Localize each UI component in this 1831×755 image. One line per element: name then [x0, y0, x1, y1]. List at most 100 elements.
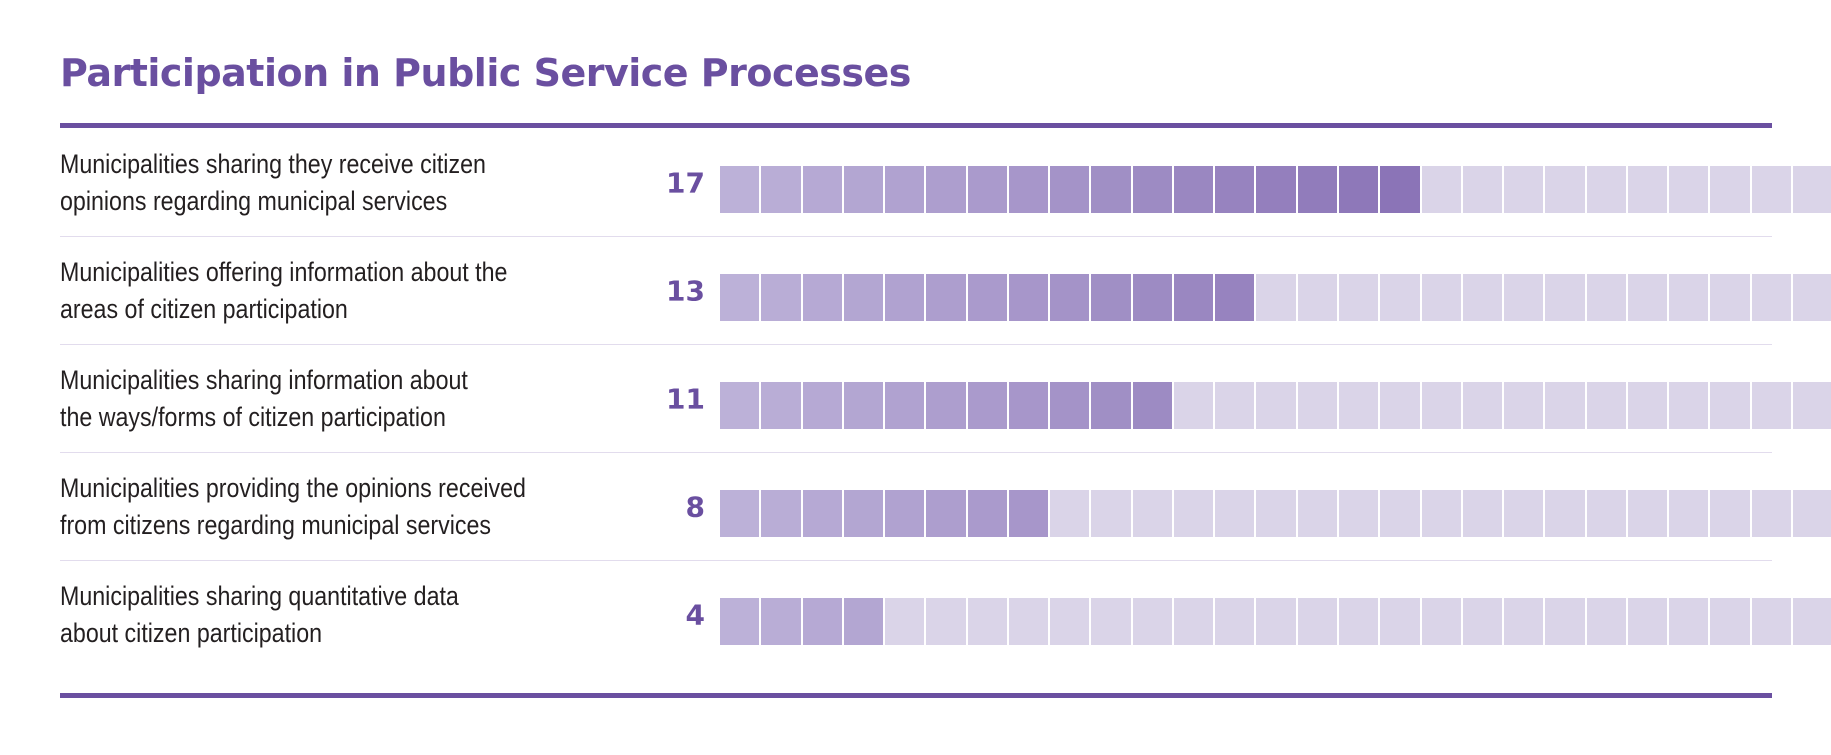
bar-unit-empty [1751, 274, 1793, 321]
chart-row: Municipalities sharing they receive citi… [60, 129, 1831, 237]
category-label-line: Municipalities sharing they receive citi… [60, 149, 486, 179]
value-label: 13 [666, 274, 705, 308]
bar-unit-empty [1421, 166, 1463, 213]
category-label-line: the ways/forms of citizen participation [60, 402, 446, 432]
bar-unit-filled [802, 490, 844, 537]
bar-unit-empty [1504, 166, 1546, 213]
bar-unit-filled [885, 490, 927, 537]
top-rule [60, 123, 1772, 128]
value-label: 4 [685, 598, 705, 632]
bar-unit-filled [1380, 166, 1422, 213]
waffle-bar [720, 382, 1831, 429]
bar-unit-empty [1132, 598, 1174, 645]
bar-unit-filled [843, 166, 886, 213]
chart-row: Municipalities sharing information about… [60, 345, 1831, 453]
bar-unit-empty [1380, 490, 1422, 537]
category-label-line: opinions regarding municipal services [60, 186, 448, 216]
row-divider [60, 344, 1772, 345]
bar-unit-empty [1545, 166, 1587, 213]
bar-unit-filled [802, 382, 844, 429]
bar-unit-empty [1380, 598, 1422, 645]
bar-unit-empty [1710, 598, 1752, 645]
bar-unit-empty [1504, 490, 1546, 537]
waffle-bar [720, 166, 1831, 213]
category-label-line: about citizen participation [60, 618, 323, 648]
bar-unit-filled [1297, 166, 1339, 213]
bar-unit-filled [1008, 274, 1051, 321]
bar-unit-empty [1091, 490, 1133, 537]
bar-unit-empty [1462, 490, 1505, 537]
bar-unit-filled [843, 274, 886, 321]
bar-unit-filled [720, 490, 762, 537]
bar-unit-filled [1050, 274, 1092, 321]
bar-unit-empty [1380, 382, 1422, 429]
chart-row: Municipalities sharing quantitative data… [60, 561, 1831, 669]
bar-unit-empty [1710, 166, 1752, 213]
chart-row: Municipalities providing the opinions re… [60, 453, 1831, 561]
bar-unit-empty [1792, 382, 1831, 429]
bar-unit-empty [1669, 166, 1711, 213]
bar-unit-filled [802, 598, 844, 645]
bar-unit-filled [1050, 382, 1092, 429]
bar-unit-filled [720, 598, 762, 645]
bar-unit-empty [1297, 598, 1339, 645]
bar-unit-filled [720, 274, 762, 321]
bar-unit-empty [1545, 274, 1587, 321]
bar-unit-empty [1462, 274, 1505, 321]
bar-unit-empty [1297, 490, 1339, 537]
bar-unit-empty [1338, 382, 1381, 429]
category-label-line: from citizens regarding municipal servic… [60, 510, 492, 540]
bar-unit-empty [1792, 274, 1831, 321]
bar-unit-empty [926, 598, 968, 645]
waffle-bar [720, 490, 1831, 537]
bar-unit-empty [1586, 598, 1628, 645]
bar-unit-empty [1627, 166, 1670, 213]
bar-unit-empty [1215, 382, 1257, 429]
bar-unit-empty [1091, 598, 1133, 645]
bar-unit-filled [1132, 382, 1174, 429]
bar-unit-filled [967, 166, 1009, 213]
bar-unit-empty [1669, 382, 1711, 429]
bar-unit-empty [1710, 274, 1752, 321]
bar-unit-filled [761, 598, 803, 645]
category-label-line: Municipalities providing the opinions re… [60, 473, 526, 503]
bar-unit-filled [1338, 166, 1381, 213]
bar-unit-filled [843, 598, 886, 645]
bar-unit-empty [1173, 382, 1216, 429]
bar-unit-filled [1132, 274, 1174, 321]
bar-unit-empty [1380, 274, 1422, 321]
category-label: Municipalities sharing information about… [60, 362, 620, 436]
waffle-bar [720, 274, 1831, 321]
bar-unit-empty [1297, 382, 1339, 429]
category-label: Municipalities sharing quantitative data… [60, 578, 620, 652]
chart-title: Participation in Public Service Processe… [60, 51, 911, 95]
bar-unit-empty [1173, 598, 1216, 645]
row-divider [60, 560, 1772, 561]
bar-unit-filled [1215, 274, 1257, 321]
bar-unit-filled [926, 166, 968, 213]
bar-unit-filled [802, 274, 844, 321]
bar-unit-empty [1421, 490, 1463, 537]
bar-unit-filled [720, 382, 762, 429]
bar-unit-filled [761, 274, 803, 321]
bar-unit-filled [885, 274, 927, 321]
value-label: 11 [666, 382, 705, 416]
bar-unit-empty [1669, 598, 1711, 645]
bar-unit-empty [1586, 166, 1628, 213]
bar-unit-empty [1751, 382, 1793, 429]
bar-unit-empty [1462, 598, 1505, 645]
bar-unit-empty [1545, 382, 1587, 429]
bar-unit-empty [1215, 598, 1257, 645]
bar-unit-filled [1173, 274, 1216, 321]
bar-unit-empty [1421, 598, 1463, 645]
bar-unit-filled [802, 166, 844, 213]
bar-unit-filled [967, 274, 1009, 321]
bar-unit-empty [1751, 166, 1793, 213]
bar-unit-filled [843, 382, 886, 429]
bar-unit-empty [885, 598, 927, 645]
value-label: 8 [685, 490, 705, 524]
bar-unit-empty [1545, 598, 1587, 645]
bar-unit-empty [1627, 598, 1670, 645]
bar-unit-empty [1256, 274, 1298, 321]
bar-unit-filled [885, 166, 927, 213]
